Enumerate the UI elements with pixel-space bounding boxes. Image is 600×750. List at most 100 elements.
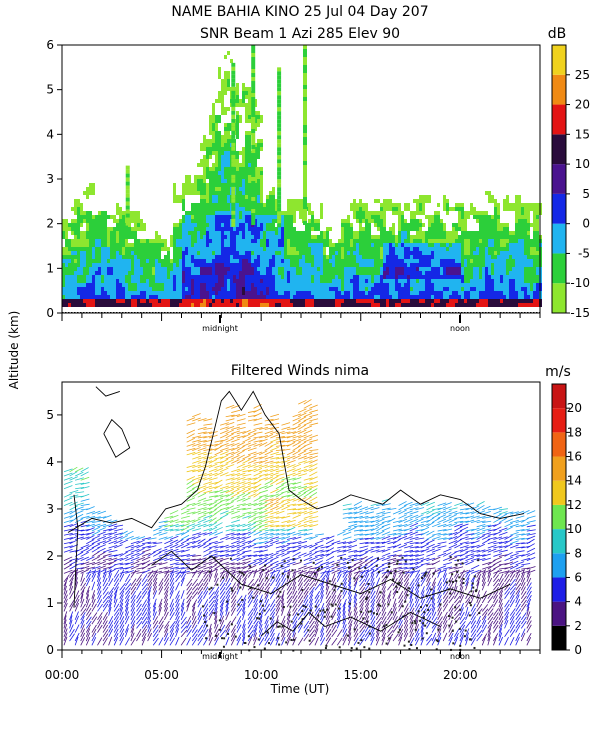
snr-cell (92, 239, 95, 243)
snr-cell (278, 255, 281, 259)
wind-barb (80, 573, 84, 582)
snr-cell (77, 251, 80, 255)
snr-cell (233, 275, 236, 279)
snr-cell (140, 275, 143, 279)
wind-barb (102, 629, 109, 638)
snr-cell (479, 255, 482, 259)
snr-cell (173, 223, 176, 227)
snr-cell (401, 223, 404, 227)
snr-cell (266, 231, 269, 235)
snr-cell (386, 259, 389, 263)
snr-cell (287, 227, 290, 231)
snr-cell (206, 259, 209, 263)
snr-cell (398, 263, 401, 267)
snr-cell (413, 291, 416, 295)
snr-cell (356, 299, 359, 303)
snr-colorbar-unit: dB (548, 26, 567, 42)
wind-barb (63, 510, 73, 515)
snr-cell (476, 259, 479, 263)
snr-cell (182, 223, 185, 227)
snr-cell (131, 243, 134, 247)
snr-cell (125, 209, 130, 214)
wind-barb (69, 624, 74, 633)
snr-cell (179, 279, 182, 283)
snr-cell (254, 275, 257, 279)
snr-cell (533, 295, 536, 299)
snr-cell (287, 291, 290, 295)
snr-cell (128, 255, 131, 259)
snr-cell (323, 263, 326, 267)
snr-cell (485, 191, 488, 195)
snr-cell (179, 267, 182, 271)
snr-cell (335, 243, 338, 247)
snr-cell (71, 227, 74, 231)
snr-cell (227, 179, 230, 183)
wind-barb (102, 573, 107, 582)
snr-cell (344, 283, 347, 287)
snr-cell (227, 75, 230, 79)
snr-cell (479, 247, 482, 251)
snr-cell (86, 219, 89, 223)
snr-cell (221, 183, 224, 187)
snr-cell (227, 139, 230, 143)
snr-cell (302, 161, 307, 165)
snr-cell (231, 206, 236, 211)
snr-cell (500, 267, 503, 271)
snr-cell (257, 287, 260, 291)
snr-cell (188, 275, 191, 279)
snr-cell (524, 291, 527, 295)
snr-cell (446, 283, 449, 287)
snr-cell (209, 243, 212, 247)
snr-cell (323, 283, 326, 287)
wind-barb (91, 569, 97, 578)
snr-cell (524, 255, 527, 259)
snr-cell (404, 227, 407, 231)
snr-cell (89, 211, 92, 215)
snr-cell (455, 275, 458, 279)
snr-cell (416, 267, 419, 271)
snr-cell (473, 275, 476, 279)
snr-cell (452, 223, 455, 227)
snr-cell (245, 203, 248, 207)
snr-cell (86, 283, 89, 287)
snr-cell (464, 279, 467, 283)
snr-cell (206, 155, 209, 159)
snr-cell (314, 267, 317, 271)
snr-cell (122, 255, 125, 259)
snr-cell (209, 299, 212, 303)
snr-cell (320, 235, 323, 239)
snr-cell (380, 203, 383, 207)
snr-cell (242, 283, 245, 287)
snr-cell (218, 167, 221, 171)
snr-cell (215, 159, 218, 163)
snr-cell (230, 291, 233, 295)
snr-cell (215, 143, 218, 147)
snr-cell (257, 171, 260, 175)
snr-cell (443, 251, 446, 255)
snr-cell (194, 287, 197, 291)
snr-cell (137, 271, 140, 275)
snr-cell (200, 223, 203, 227)
snr-cell (452, 287, 455, 291)
snr-cell (536, 279, 539, 283)
snr-cell (500, 259, 503, 263)
snr-cell (470, 271, 473, 275)
snr-cell (509, 287, 512, 291)
snr-cell (308, 283, 311, 287)
snr-cell (506, 263, 509, 267)
snr-cell (443, 223, 446, 227)
snr-cell (410, 239, 413, 243)
snr-cell (404, 287, 407, 291)
snr-cell (506, 267, 509, 271)
snr-cell (443, 299, 446, 303)
snr-cell (431, 243, 434, 247)
snr-cell (170, 291, 173, 295)
snr-cell (221, 199, 224, 203)
snr-cell (134, 211, 137, 215)
snr-cell (317, 239, 320, 243)
snr-cell (368, 255, 371, 259)
snr-cell (200, 207, 203, 211)
snr-cell (362, 283, 365, 287)
snr-cell (365, 207, 368, 211)
snr-cell (533, 287, 536, 291)
